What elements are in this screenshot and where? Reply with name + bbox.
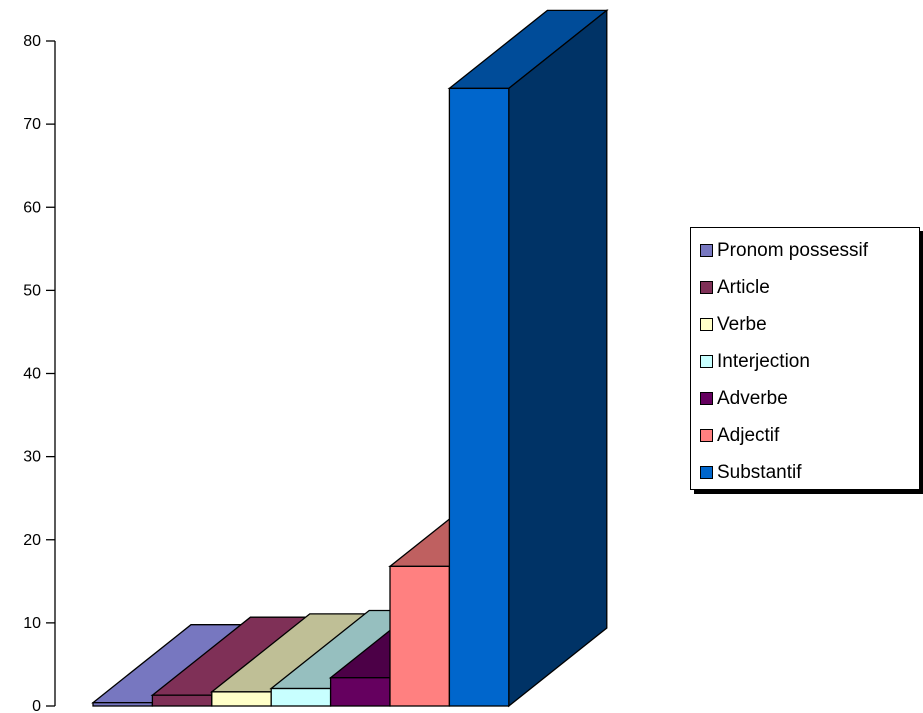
bar-front-pronom-possessif [92, 702, 154, 707]
y-tick-label: 0 [32, 698, 41, 713]
legend-item: Interjection [700, 343, 919, 380]
bar-front-adverbe [329, 677, 391, 707]
y-tick-label: 20 [23, 532, 41, 549]
legend-label: Adjectif [717, 424, 780, 446]
bar-substantif [447, 9, 609, 708]
y-tick-label: 60 [23, 199, 41, 216]
legend-label: Pronom possessif [717, 239, 869, 261]
y-tick-label: 70 [23, 116, 41, 133]
y-tick-label: 50 [23, 282, 41, 299]
y-tick-label: 10 [23, 615, 41, 632]
legend-swatch [700, 244, 713, 257]
y-tick-label: 80 [23, 33, 41, 50]
legend-label: Substantif [717, 461, 802, 483]
bar-front-verbe [211, 691, 272, 707]
bar-front-interjection [270, 687, 332, 707]
legend-label: Verbe [717, 313, 767, 335]
y-tick-label: 30 [23, 449, 41, 466]
legend-label: Article [717, 276, 770, 298]
legend-item: Article [700, 269, 919, 306]
bar-side-face [508, 9, 608, 708]
legend-swatch [700, 429, 713, 442]
legend-swatch [700, 392, 713, 405]
y-tick-label: 40 [23, 366, 41, 383]
legend-swatch [700, 355, 713, 368]
legend-swatch [700, 281, 713, 294]
legend-item: Adjectif [700, 417, 919, 454]
bar-front-adjectif [389, 565, 451, 707]
legend-label: Interjection [717, 350, 810, 372]
legend-swatch [700, 466, 713, 479]
legend-item: Verbe [700, 306, 919, 343]
legend-item: Substantif [700, 454, 919, 491]
chart-legend: Pronom possessif Article Verbe Interjection… [690, 227, 920, 490]
bar-front-substantif [448, 87, 510, 707]
legend-item: Pronom possessif [700, 232, 919, 269]
legend-label: Adverbe [717, 387, 788, 409]
legend-item: Adverbe [700, 380, 919, 417]
bar-front-article [151, 694, 213, 707]
legend-swatch [700, 318, 713, 331]
